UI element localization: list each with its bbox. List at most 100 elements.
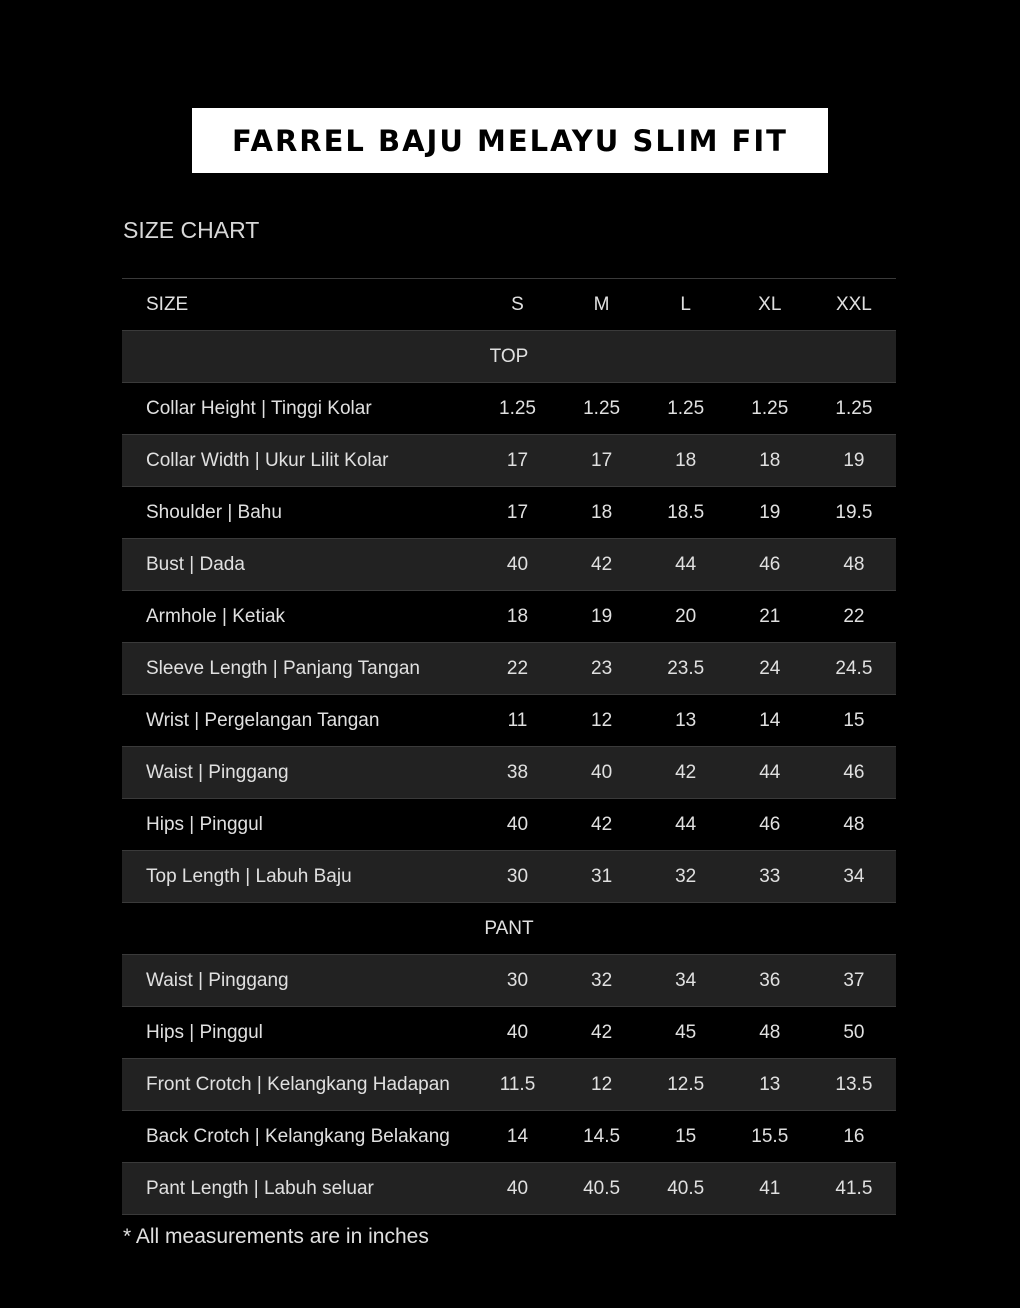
measurement-label: Front Crotch | Kelangkang Hadapan (122, 1058, 476, 1111)
size-chart-heading: SIZE CHART (123, 217, 260, 243)
section-row-pant: PANT (122, 902, 896, 955)
title-banner: FARREL BAJU MELAYU SLIM FIT (192, 108, 828, 173)
measurement-value: 48 (811, 798, 896, 851)
measurement-value: 19 (811, 434, 896, 487)
measurement-value: 40 (475, 798, 560, 851)
measurement-value: 46 (727, 798, 812, 851)
measurement-label: Armhole | Ketiak (122, 590, 476, 643)
section-title: TOP (122, 330, 896, 383)
table-row: Sleeve Length | Panjang Tangan 22 23 23.5 24… (122, 642, 896, 695)
measurement-value: 48 (727, 1006, 812, 1059)
measurement-value: 30 (475, 850, 560, 903)
measurement-value: 42 (559, 538, 644, 591)
measurement-value: 11 (475, 694, 560, 747)
measurement-value: 48 (811, 538, 896, 591)
measurement-value: 23.5 (643, 642, 728, 695)
measurement-value: 40.5 (643, 1162, 728, 1215)
header-size-m: M (559, 278, 644, 331)
measurement-value: 44 (643, 538, 728, 591)
measurement-label: Hips | Pinggul (122, 1006, 476, 1059)
measurement-value: 40 (475, 1006, 560, 1059)
measurement-value: 18 (475, 590, 560, 643)
measurement-value: 13 (643, 694, 728, 747)
measurement-value: 1.25 (559, 382, 644, 435)
measurement-value: 21 (727, 590, 812, 643)
measurement-label: Waist | Pinggang (122, 954, 476, 1007)
measurement-value: 32 (559, 954, 644, 1007)
measurement-value: 19.5 (811, 486, 896, 539)
table-row: Waist | Pinggang 38 40 42 44 46 (122, 746, 896, 799)
measurement-value: 16 (811, 1110, 896, 1163)
measurement-label: Top Length | Labuh Baju (122, 850, 476, 903)
measurement-value: 14 (727, 694, 812, 747)
measurement-value: 19 (727, 486, 812, 539)
table-row: Top Length | Labuh Baju 30 31 32 33 34 (122, 850, 896, 903)
measurement-label: Back Crotch | Kelangkang Belakang (122, 1110, 476, 1163)
table-row: Bust | Dada 40 42 44 46 48 (122, 538, 896, 591)
measurement-value: 1.25 (727, 382, 812, 435)
measurement-value: 40 (475, 538, 560, 591)
measurement-label: Hips | Pinggul (122, 798, 476, 851)
measurement-value: 44 (727, 746, 812, 799)
measurement-value: 40.5 (559, 1162, 644, 1215)
header-size-label: SIZE (122, 278, 476, 331)
measurement-value: 15.5 (727, 1110, 812, 1163)
measurement-value: 18.5 (643, 486, 728, 539)
header-size-l: L (643, 278, 728, 331)
table-row: Pant Length | Labuh seluar 40 40.5 40.5 41 41… (122, 1162, 896, 1215)
measurement-label: Wrist | Pergelangan Tangan (122, 694, 476, 747)
header-size-xxl: XXL (811, 278, 896, 331)
measurement-value: 40 (475, 1162, 560, 1215)
measurement-value: 31 (559, 850, 644, 903)
measurement-label: Shoulder | Bahu (122, 486, 476, 539)
table-row: Armhole | Ketiak 18 19 20 21 22 (122, 590, 896, 643)
measurement-value: 41.5 (811, 1162, 896, 1215)
measurement-label: Sleeve Length | Panjang Tangan (122, 642, 476, 695)
measurement-value: 34 (811, 850, 896, 903)
measurement-value: 15 (811, 694, 896, 747)
measurement-value: 13.5 (811, 1058, 896, 1111)
measurement-value: 42 (559, 1006, 644, 1059)
measurement-label: Collar Height | Tinggi Kolar (122, 382, 476, 435)
measurement-value: 33 (727, 850, 812, 903)
table-row: Front Crotch | Kelangkang Hadapan 11.5 12 1… (122, 1058, 896, 1111)
section-row-top: TOP (122, 330, 896, 383)
measurement-value: 22 (475, 642, 560, 695)
measurement-value: 42 (643, 746, 728, 799)
header-size-xl: XL (727, 278, 812, 331)
measurement-value: 46 (727, 538, 812, 591)
measurement-value: 14.5 (559, 1110, 644, 1163)
measurement-value: 19 (559, 590, 644, 643)
measurement-value: 24.5 (811, 642, 896, 695)
measurement-value: 37 (811, 954, 896, 1007)
table-row: Hips | Pinggul 40 42 44 46 48 (122, 798, 896, 851)
measurement-value: 1.25 (475, 382, 560, 435)
table-row: Shoulder | Bahu 17 18 18.5 19 19.5 (122, 486, 896, 539)
measurement-value: 36 (727, 954, 812, 1007)
measurement-value: 12 (559, 694, 644, 747)
measurement-value: 38 (475, 746, 560, 799)
measurement-value: 42 (559, 798, 644, 851)
measurement-value: 22 (811, 590, 896, 643)
measurement-value: 15 (643, 1110, 728, 1163)
table-row: Back Crotch | Kelangkang Belakang 14 14.5 1… (122, 1110, 896, 1163)
measurement-value: 44 (643, 798, 728, 851)
measurement-label: Bust | Dada (122, 538, 476, 591)
measurement-label: Collar Width | Ukur Lilit Kolar (122, 434, 476, 487)
measurement-value: 46 (811, 746, 896, 799)
header-size-s: S (475, 278, 560, 331)
measurement-value: 13 (727, 1058, 812, 1111)
measurement-value: 1.25 (643, 382, 728, 435)
measurement-value: 41 (727, 1162, 812, 1215)
measurement-value: 20 (643, 590, 728, 643)
measurement-value: 30 (475, 954, 560, 1007)
measurement-value: 18 (727, 434, 812, 487)
measurement-label: Pant Length | Labuh seluar (122, 1162, 476, 1215)
measurement-label: Waist | Pinggang (122, 746, 476, 799)
measurement-value: 32 (643, 850, 728, 903)
size-chart-table: SIZE S M L XL XXL TOP Collar Height | Tin… (122, 278, 896, 1215)
measurement-value: 17 (475, 434, 560, 487)
measurement-note: * All measurements are in inches (123, 1225, 429, 1248)
header-row: SIZE S M L XL XXL (122, 278, 896, 331)
measurement-value: 18 (559, 486, 644, 539)
